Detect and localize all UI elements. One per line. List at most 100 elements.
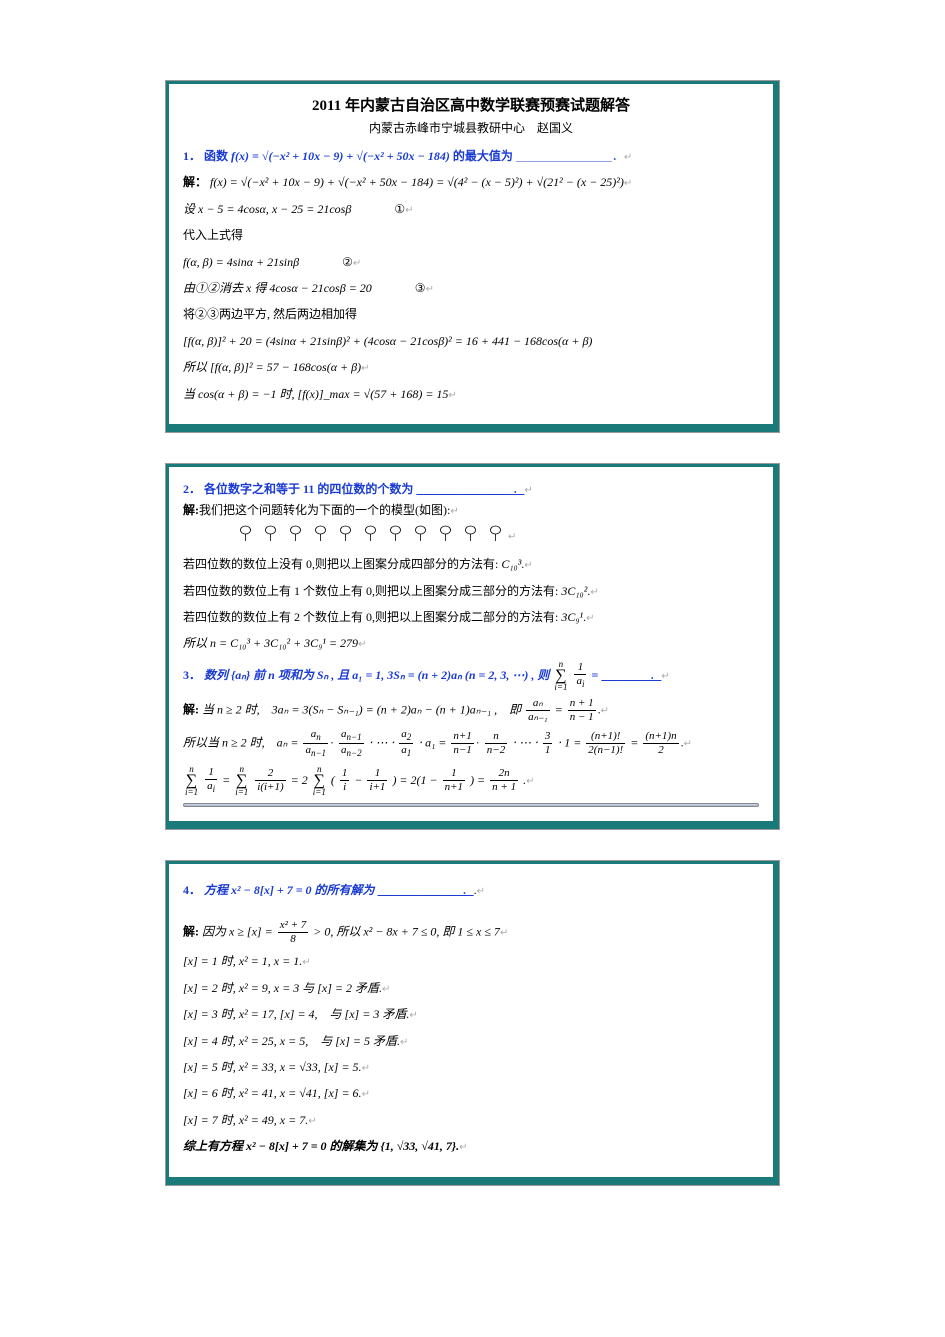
panel-3-inner: 4． 方程 x² − 8[x] + 7 = 0 的所有解为 ＿＿＿＿＿＿＿．.↵… [169, 864, 773, 1177]
chain-f4: n+1n−1 [451, 731, 473, 756]
p4-stem-a: 方程 x² − 8[x] + 7 = 0 的所有解为 [204, 883, 375, 897]
p3-blank: ＿＿＿＿． [601, 665, 661, 685]
frac-stem: 1ai [574, 662, 586, 689]
sum-icon-2: n∑i=1 [185, 765, 198, 797]
pattern-tally-icon [414, 525, 427, 542]
p4-case-row: [x] = 2 时, x² = 9, x = 3 与 [x] = 2 矛盾.↵ [183, 978, 759, 998]
p4-case-row: [x] = 6 时, x² = 41, x = √41, [x] = 6.↵ [183, 1083, 759, 1103]
scrollbar-stub[interactable] [183, 803, 759, 807]
p1-num: 1． [183, 149, 201, 163]
s3f6: 2nn + 1 [490, 768, 518, 793]
p1-sol-l2a: 设 x − 5 = 4cosα, x − 25 = 21cosβ [183, 202, 351, 216]
p1-sol-l4: f(α, β) = 4sinα + 21sinβ ②↵ [183, 252, 759, 272]
pattern-tally-icon [339, 525, 352, 542]
p1-sol-l8-math: 所以 [f(α, β)]² = 57 − 168cos(α + β) [183, 360, 361, 374]
pattern-tally-icon [264, 525, 277, 542]
p4-case-text: [x] = 4 时, x² = 25, x = 5, 与 [x] = 5 矛盾. [183, 1034, 400, 1048]
p3-sol-label: 解: [183, 703, 199, 717]
chain-f6: 31 [543, 731, 553, 756]
p4-l1a: 因为 x ≥ [x] = [202, 925, 276, 939]
pattern-tally-icon [364, 525, 377, 542]
p2-ans: 所以 n = C₁₀³ + 3C₁₀² + 3C₉¹ = 279↵ [183, 633, 759, 653]
panel-2: 2． 各位数字之和等于 11 的四位数的个数为 ＿＿＿＿＿＿＿＿．↵ 解:我们把… [165, 463, 780, 830]
res-f1: (n+1)!2(n−1)! [586, 731, 625, 756]
pattern-tally-icon [389, 525, 402, 542]
panel-3: 4． 方程 x² − 8[x] + 7 = 0 的所有解为 ＿＿＿＿＿＿＿．.↵… [165, 860, 780, 1186]
p1-stem-b: 的最大值为 [453, 149, 513, 163]
p1-sol-l9-math: 当 cos(α + β) = −1 时, [f(x)]_max = √(57 +… [183, 387, 448, 401]
c4: ⋅ 1 = [557, 736, 584, 750]
s3f5: 1n+1 [443, 768, 465, 793]
p1-sol-l7-math: [f(α, β)]² + 20 = (4sinα + 21sinβ)² + (4… [183, 334, 592, 348]
p3-l1a: 当 n ≥ 2 时, 3aₙ = 3(Sₙ − Sₙ₋₁) = (n + 2)a… [202, 703, 524, 717]
p4-l1b: > 0, 所以 x² − 8x + 7 ≤ 0, 即 1 ≤ x ≤ 7 [313, 925, 500, 939]
p1-formula: f(x) = √(−x² + 10x − 9) + √(−x² + 50x − … [231, 149, 450, 163]
p4-sol-label: 解: [183, 925, 199, 939]
p1-sol-l5a: 由①②消去 x 得 4cosα − 21cosβ = 20 [183, 281, 372, 295]
p1-sol-l1-math: f(x) = √(−x² + 10x − 9) + √(−x² + 50x − … [210, 175, 624, 189]
p4-case-text: [x] = 7 时, x² = 49, x = 7. [183, 1113, 308, 1127]
pattern-tally-icon [464, 525, 477, 542]
s3f2: 2i(i+1) [255, 768, 285, 793]
p1-sol-l3: 代入上式得 [183, 225, 759, 245]
s3f3: 1i [340, 768, 350, 793]
panel-1-inner: 2011 年内蒙古自治区高中数学联赛预赛试题解答 内蒙古赤峰市宁城县教研中心 赵… [169, 84, 773, 424]
p2-l2a: 若四位数的数位上有 1 个数位上有 0,则把以上图案分成三部分的方法有: [183, 584, 561, 598]
p4-case-row: [x] = 4 时, x² = 25, x = 5, 与 [x] = 5 矛盾.… [183, 1031, 759, 1051]
p4-case-row: [x] = 1 时, x² = 1, x = 1.↵ [183, 951, 759, 971]
c3: ⋅ ⋯ ⋅ [512, 736, 541, 750]
p2-l1a: 若四位数的数位上没有 0,则把以上图案分成四部分的方法有: [183, 557, 501, 571]
p2-stem: 2． 各位数字之和等于 11 的四位数的个数为 ＿＿＿＿＿＿＿＿．↵ [183, 480, 759, 498]
p4-case-row: [x] = 5 时, x² = 33, x = √33, [x] = 5.↵ [183, 1057, 759, 1077]
p2-blank: ＿＿＿＿＿＿＿＿． [416, 480, 524, 498]
p1-mark2: ② [342, 255, 353, 269]
p3-sol-l1: 解: 当 n ≥ 2 时, 3aₙ = 3(Sₙ − Sₙ₋₁) = (n + … [183, 698, 759, 723]
p2-sol-l1: 若四位数的数位上没有 0,则把以上图案分成四部分的方法有: C₁₀³.↵ [183, 554, 759, 574]
p4-rows-container: [x] = 1 时, x² = 1, x = 1.↵ [x] = 2 时, x² … [183, 951, 759, 1130]
doc-title: 2011 年内蒙古自治区高中数学联赛预赛试题解答 [183, 94, 759, 115]
p4-case-text: [x] = 6 时, x² = 41, x = √41, [x] = 6. [183, 1086, 362, 1100]
p2-stem-text: 各位数字之和等于 11 的四位数的个数为 [204, 482, 413, 496]
chain-f3: a2a1 [399, 729, 413, 758]
p2-l1b: C₁₀³ [501, 557, 521, 571]
p1-mark3: ③ [415, 281, 426, 295]
p1-sol-l7: [f(α, β)]² + 20 = (4sinα + 21sinβ)² + (4… [183, 331, 759, 351]
p2-num: 2． [183, 482, 201, 496]
panel-2-inner: 2． 各位数字之和等于 11 的四位数的个数为 ＿＿＿＿＿＿＿＿．↵ 解:我们把… [169, 467, 773, 821]
p3-stem-a: 数列 {aₙ} 前 n 项和为 Sₙ , 且 a₁ = 1, 3Sₙ = (n … [204, 668, 552, 682]
chain-f2: an−1an−2 [339, 729, 364, 758]
p4-concl-text: 综上有方程 x² − 8[x] + 7 = 0 的解集为 {1, √33, √4… [183, 1139, 459, 1153]
p4-case-text: [x] = 2 时, x² = 9, x = 3 与 [x] = 2 矛盾. [183, 981, 382, 995]
p2-sol-l3: 若四位数的数位上有 2 个数位上有 0,则把以上图案分成二部分的方法有: 3C₉… [183, 607, 759, 627]
p4-l1-frac: x² + 78 [278, 920, 309, 945]
pattern-tally-icon [314, 525, 327, 542]
p1-sol-l9: 当 cos(α + β) = −1 时, [f(x)]_max = √(57 +… [183, 384, 759, 404]
p4-case-text: [x] = 3 时, x² = 17, [x] = 4, 与 [x] = 3 矛… [183, 1007, 409, 1021]
p1-stem-a: 函数 [204, 149, 231, 163]
p2-sol-label: 解: [183, 503, 199, 517]
c1: ⋅ ⋯ ⋅ [369, 736, 398, 750]
pattern-row [233, 525, 508, 548]
p2-ans-text: 所以 n = C₁₀³ + 3C₁₀² + 3C₉¹ = 279 [183, 636, 358, 650]
p2-patterns: ↵ [183, 525, 759, 548]
p3-frac1: aₙaₙ₋₁ [526, 698, 550, 723]
p1-stem: 1． 函数 f(x) = √(−x² + 10x − 9) + √(−x² + … [183, 146, 759, 166]
p4-stem: 4． 方程 x² − 8[x] + 7 = 0 的所有解为 ＿＿＿＿＿＿＿．.↵ [183, 880, 759, 900]
p2-sol-l2: 若四位数的数位上有 1 个数位上有 0,则把以上图案分成三部分的方法有: 3C₁… [183, 581, 759, 601]
p1-mark1: ① [394, 202, 405, 216]
sum-icon-4: n∑i=1 [313, 765, 326, 797]
p3-stem: 3． 数列 {aₙ} 前 n 项和为 Sₙ , 且 a₁ = 1, 3Sₙ = … [183, 660, 759, 692]
p4-case-row: [x] = 7 时, x² = 49, x = 7.↵ [183, 1110, 759, 1130]
p1-sol-l6: 将②③两边平方, 然后两边相加得 [183, 304, 759, 324]
p1-sol-label: 解： [183, 175, 207, 189]
p4-blank: ＿＿＿＿＿＿＿． [378, 880, 474, 900]
p4-concl: 综上有方程 x² − 8[x] + 7 = 0 的解集为 {1, √33, √4… [183, 1136, 759, 1156]
p2-l3a: 若四位数的数位上有 2 个数位上有 0,则把以上图案分成二部分的方法有: [183, 610, 561, 624]
chain-f5: nn−2 [485, 731, 507, 756]
p4-case-text: [x] = 1 时, x² = 1, x = 1. [183, 954, 302, 968]
p4-case-row: [x] = 3 时, x² = 17, [x] = 4, 与 [x] = 3 矛… [183, 1004, 759, 1024]
p2-sol-intro: 解:我们把这个问题转化为下面的一个的模型(如图):↵ [183, 501, 759, 519]
p4-sol-l1: 解: 因为 x ≥ [x] = x² + 78 > 0, 所以 x² − 8x … [183, 920, 759, 945]
sum-icon-3: n∑i=1 [235, 765, 248, 797]
p2-l2b: 3C₁₀² [561, 584, 587, 598]
